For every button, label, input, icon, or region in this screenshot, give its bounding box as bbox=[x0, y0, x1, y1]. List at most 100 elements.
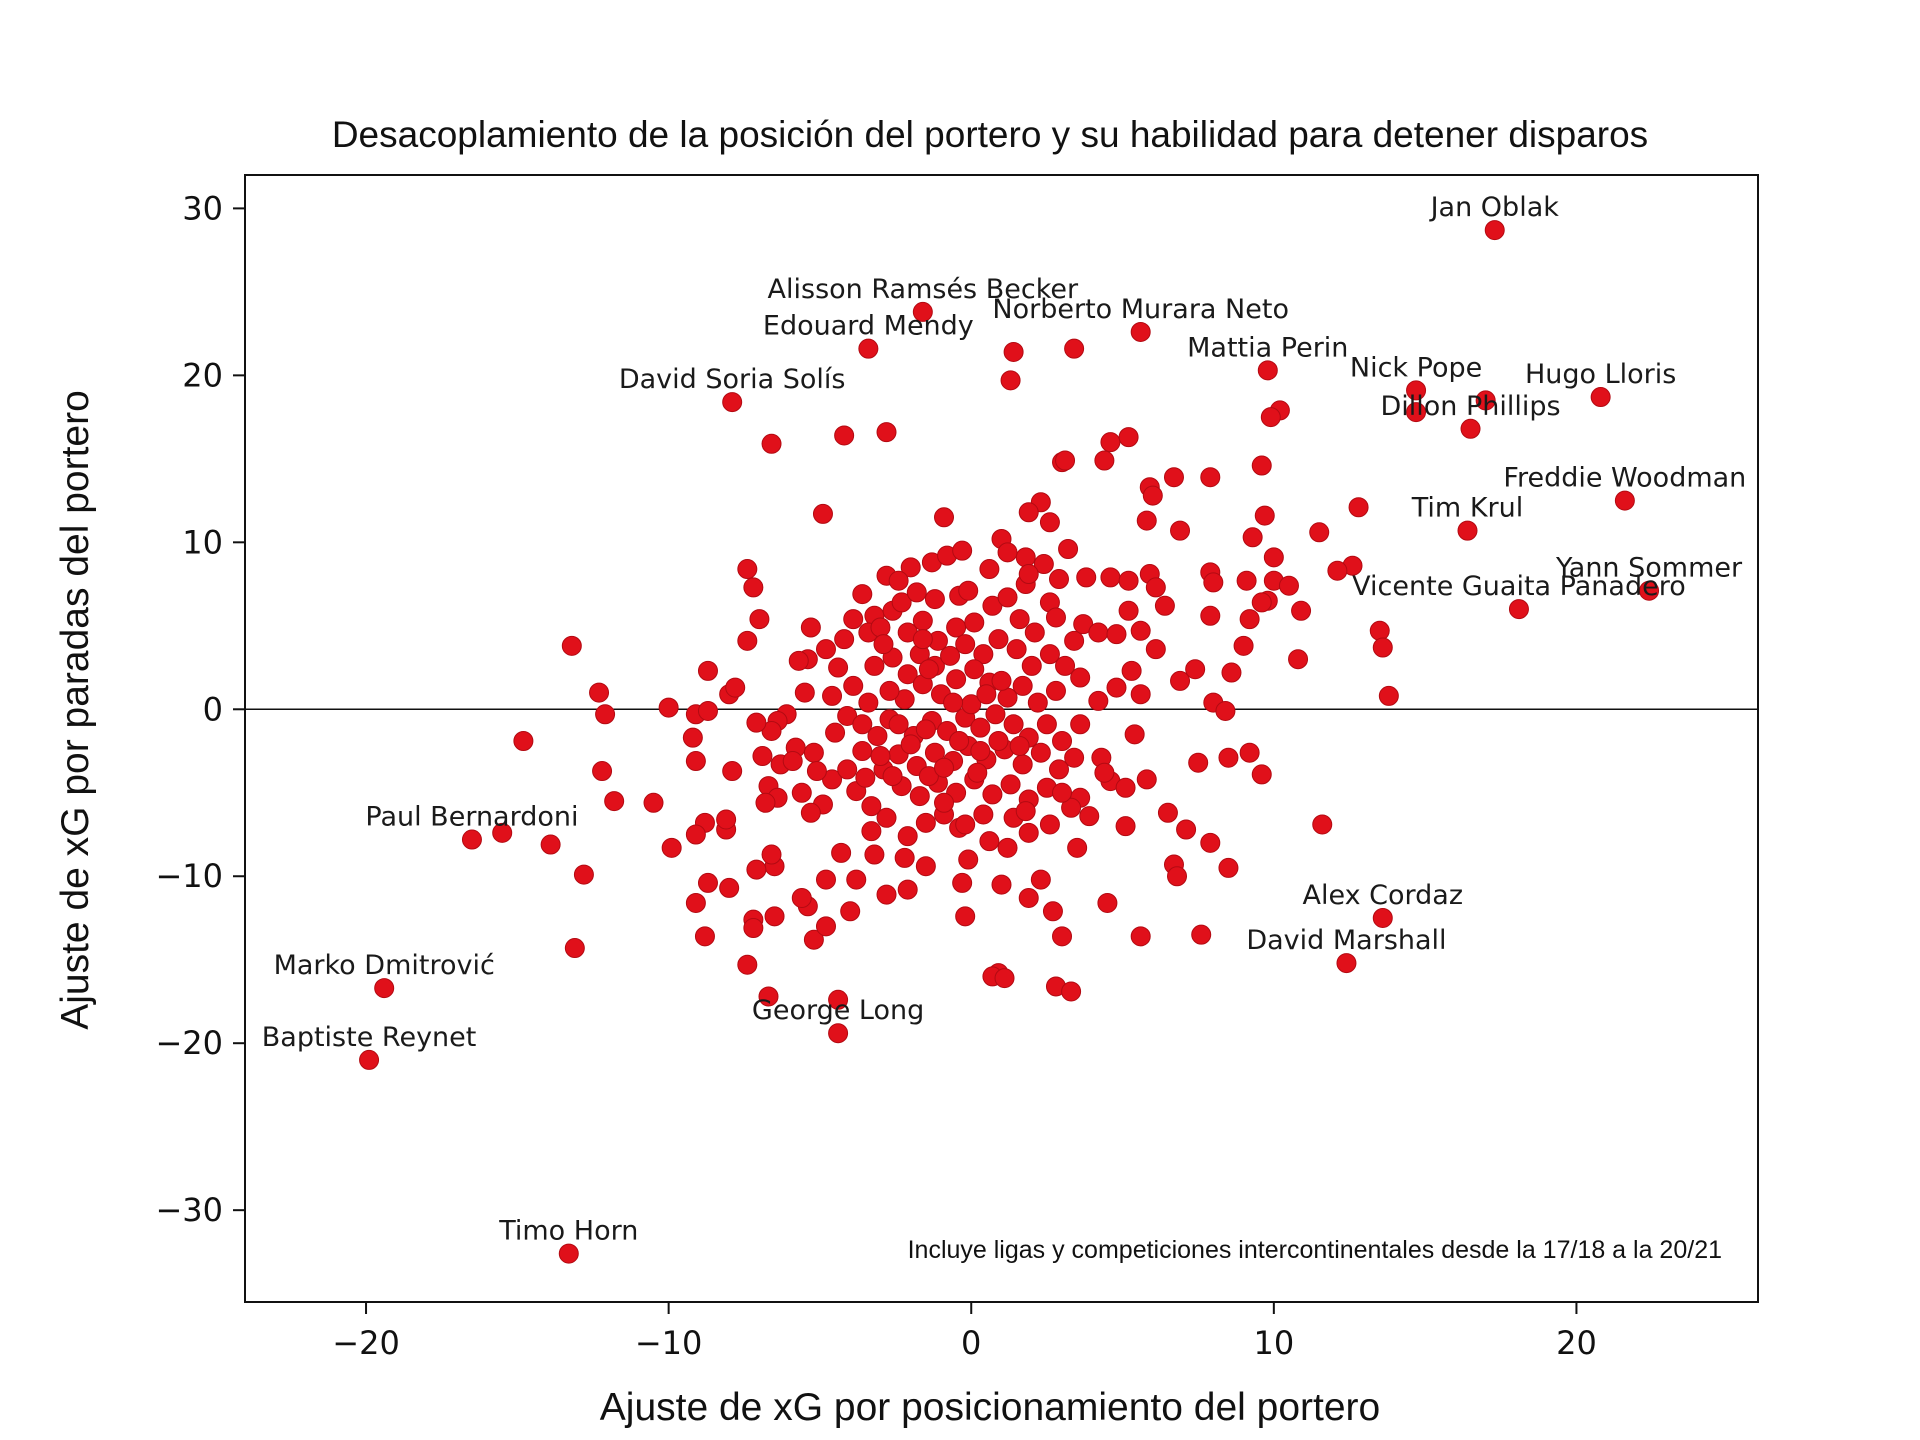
data-point bbox=[1218, 857, 1239, 878]
data-point bbox=[997, 542, 1018, 563]
data-point bbox=[685, 824, 706, 845]
data-point bbox=[1061, 797, 1082, 818]
data-point bbox=[973, 804, 994, 825]
data-point bbox=[1000, 370, 1021, 391]
point-annotation: Norberto Murara Neto bbox=[992, 294, 1289, 325]
labeled-data-point bbox=[461, 829, 482, 850]
data-point bbox=[955, 814, 976, 835]
data-point bbox=[788, 650, 809, 671]
data-point bbox=[970, 741, 991, 762]
x-tick-label: −10 bbox=[635, 1324, 703, 1362]
data-point bbox=[982, 595, 1003, 616]
data-point bbox=[1215, 700, 1236, 721]
data-point bbox=[815, 639, 836, 660]
data-point bbox=[1027, 692, 1048, 713]
ticks-layer: −20 −10 0 10 20 −30 −20 −10 0 10 20 30 bbox=[155, 189, 1596, 1362]
point-annotation: Alex Cordaz bbox=[1303, 880, 1464, 911]
point-annotation: Baptiste Reynet bbox=[262, 1022, 477, 1053]
data-point bbox=[513, 731, 534, 752]
data-point bbox=[1012, 754, 1033, 775]
data-point bbox=[658, 697, 679, 718]
labeled-data-point bbox=[912, 301, 933, 322]
data-point bbox=[1030, 742, 1051, 763]
data-point bbox=[894, 689, 915, 710]
data-point bbox=[1033, 554, 1054, 575]
data-point bbox=[716, 809, 737, 830]
data-point bbox=[1221, 662, 1242, 683]
data-point bbox=[1039, 512, 1060, 533]
point-annotation: David Soria Solís bbox=[619, 364, 846, 395]
data-point bbox=[1018, 564, 1039, 585]
data-point bbox=[991, 874, 1012, 895]
data-point bbox=[1000, 774, 1021, 795]
data-point bbox=[812, 503, 833, 524]
data-point bbox=[1039, 644, 1060, 665]
data-point bbox=[746, 859, 767, 880]
data-point bbox=[803, 929, 824, 950]
data-point bbox=[1061, 981, 1082, 1002]
data-point bbox=[1154, 595, 1175, 616]
data-point bbox=[894, 847, 915, 868]
point-annotation: Tim Krul bbox=[1411, 493, 1523, 524]
data-point bbox=[1118, 427, 1139, 448]
labeled-data-point bbox=[1130, 321, 1151, 342]
data-point bbox=[1118, 600, 1139, 621]
data-point bbox=[988, 629, 1009, 650]
data-point bbox=[1045, 680, 1066, 701]
data-point bbox=[1239, 742, 1260, 763]
data-point bbox=[1070, 667, 1091, 688]
data-point bbox=[834, 629, 855, 650]
data-point bbox=[1200, 605, 1221, 626]
data-point bbox=[825, 722, 846, 743]
data-point bbox=[1260, 407, 1281, 428]
data-point bbox=[970, 717, 991, 738]
x-axis-label: Ajuste de xG por posicionamiento del por… bbox=[600, 1386, 1380, 1429]
data-point bbox=[1021, 655, 1042, 676]
data-point bbox=[946, 617, 967, 638]
data-point bbox=[924, 589, 945, 610]
data-point bbox=[967, 762, 988, 783]
data-point bbox=[761, 433, 782, 454]
data-point bbox=[697, 872, 718, 893]
point-annotation: David Marshall bbox=[1246, 925, 1446, 956]
data-point bbox=[952, 872, 973, 893]
data-point bbox=[897, 879, 918, 900]
data-point bbox=[1291, 600, 1312, 621]
data-point bbox=[864, 655, 885, 676]
data-point bbox=[1015, 801, 1036, 822]
data-point bbox=[725, 677, 746, 698]
data-point bbox=[991, 670, 1012, 691]
point-annotation: Nick Pope bbox=[1350, 352, 1482, 383]
data-point bbox=[882, 766, 903, 787]
data-point bbox=[1236, 570, 1257, 591]
data-point bbox=[1076, 567, 1097, 588]
data-point bbox=[915, 812, 936, 833]
data-point bbox=[964, 612, 985, 633]
labeled-data-point bbox=[1372, 907, 1393, 928]
data-point bbox=[1251, 455, 1272, 476]
data-point bbox=[694, 926, 715, 947]
plot-frame bbox=[244, 174, 1759, 1303]
data-point bbox=[1115, 777, 1136, 798]
labeled-data-point bbox=[1406, 380, 1427, 401]
data-point bbox=[958, 849, 979, 870]
data-point bbox=[1067, 837, 1088, 858]
data-point bbox=[1094, 762, 1115, 783]
data-point bbox=[897, 664, 918, 685]
data-point bbox=[1018, 887, 1039, 908]
data-point bbox=[761, 844, 782, 865]
data-point bbox=[685, 892, 706, 913]
data-point bbox=[837, 759, 858, 780]
data-point bbox=[1191, 924, 1212, 945]
data-point bbox=[1145, 577, 1166, 598]
data-point bbox=[749, 609, 770, 630]
data-point bbox=[840, 901, 861, 922]
data-point bbox=[697, 700, 718, 721]
data-point bbox=[1163, 467, 1184, 488]
data-point bbox=[719, 877, 740, 898]
data-point bbox=[1200, 467, 1221, 488]
data-point bbox=[976, 684, 997, 705]
data-point bbox=[943, 692, 964, 713]
data-point bbox=[1024, 622, 1045, 643]
